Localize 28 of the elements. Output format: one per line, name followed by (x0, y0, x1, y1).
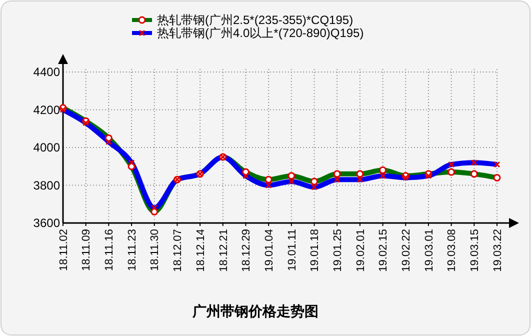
x-tick-label: 18.12.07 (172, 229, 184, 272)
legend-label: 热轧带钢(广州2.5*(235-355)*CQ195) (157, 13, 354, 28)
x-tick-label: 19.03.15 (469, 229, 482, 272)
x-tick-label: 18.11.09 (80, 229, 93, 272)
y-tick-label: 4200 (33, 102, 60, 117)
y-tick-label: 3800 (33, 178, 60, 192)
x-tick-label: 19.02.15 (378, 229, 390, 272)
x-tick-label: 18.11.23 (126, 229, 138, 272)
y-tick-label: 4000 (33, 140, 60, 155)
x-tick-label: 19.03.01 (423, 229, 436, 272)
x-tick-label: 18.11.30 (149, 229, 162, 272)
x-tick-label: 18.12.21 (218, 229, 230, 272)
x-tick-label: 19.02.01 (354, 229, 367, 272)
text: 广州带钢价格走势图 (192, 303, 318, 319)
y-tick-label: 4400 (33, 65, 60, 80)
x-tick-label: 19.01.25 (332, 229, 344, 272)
x-tick-label: 18.12.29 (240, 229, 253, 272)
x-tick-label: 18.12.14 (194, 229, 207, 272)
legend-label: 热轧带钢(广州4.0以上*(720-890)Q195) (157, 26, 364, 40)
x-tick-label: 18.11.02 (58, 229, 70, 272)
x-tick-label: 18.11.16 (104, 229, 116, 272)
x-tick-label: 19.01.18 (309, 229, 322, 272)
x-tick-label: 19.03.08 (446, 229, 458, 272)
x-tick-label: 19.01.04 (263, 229, 276, 272)
x-tick-label: 19.02.22 (400, 229, 412, 272)
x-tick-label: 19.01.11 (286, 229, 298, 272)
x-tick-label: 19.03.22 (492, 229, 504, 272)
y-tick-label: 3600 (33, 216, 60, 230)
